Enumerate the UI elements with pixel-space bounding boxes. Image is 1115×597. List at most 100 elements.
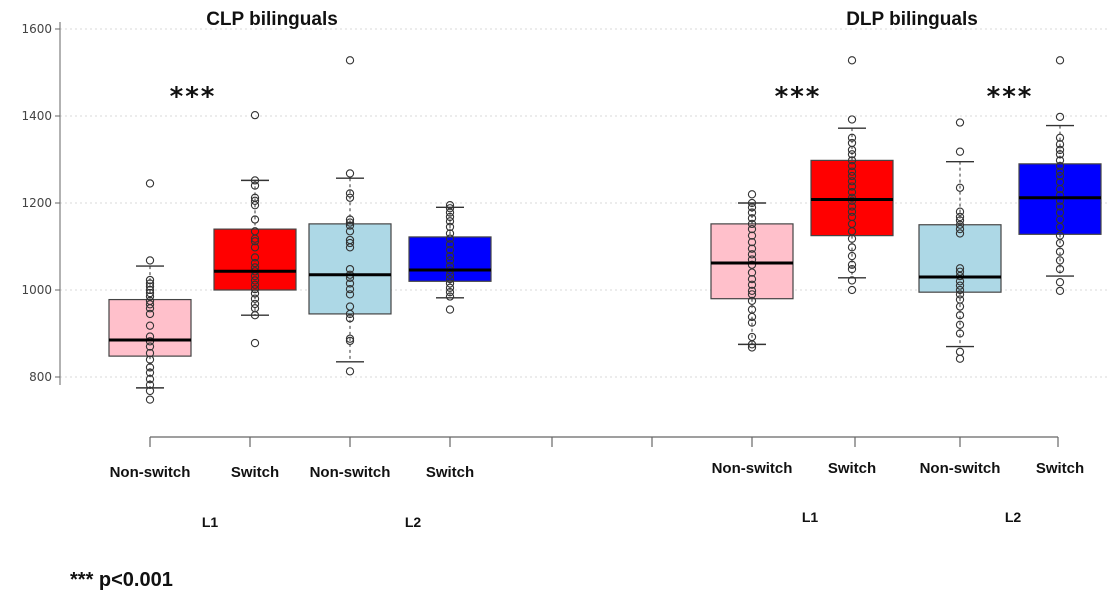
data-point xyxy=(955,118,965,127)
data-point xyxy=(145,368,155,377)
data-point xyxy=(847,276,857,285)
data-point xyxy=(847,260,857,269)
data-point xyxy=(955,212,965,222)
data-point xyxy=(145,285,155,295)
data-point xyxy=(1055,286,1065,296)
category-label: Non-switch xyxy=(920,460,1001,477)
data-point xyxy=(345,169,355,178)
data-point xyxy=(955,320,965,329)
data-point xyxy=(747,280,757,289)
significance-marker: *** xyxy=(170,82,217,112)
data-point xyxy=(955,311,965,320)
data-point xyxy=(145,288,155,298)
data-point xyxy=(955,183,965,192)
data-point xyxy=(847,285,857,295)
data-point xyxy=(747,286,757,296)
data-point xyxy=(250,196,260,205)
data-point xyxy=(345,193,355,202)
data-point xyxy=(747,198,757,208)
data-point xyxy=(345,314,355,323)
data-point xyxy=(145,321,155,330)
data-point xyxy=(955,216,965,225)
category-label: Switch xyxy=(426,464,474,481)
x-axis xyxy=(149,436,1059,447)
group-label: L2 xyxy=(1005,509,1022,525)
category-label: Switch xyxy=(828,460,876,477)
data-point xyxy=(955,147,965,156)
panel-title-dlp: DLP bilinguals xyxy=(846,9,978,30)
data-point xyxy=(445,305,455,314)
data-point xyxy=(250,294,260,303)
category-label: Non-switch xyxy=(712,460,793,477)
data-point xyxy=(145,275,155,285)
data-point xyxy=(747,296,757,306)
data-point xyxy=(747,268,757,277)
data-point xyxy=(250,237,260,246)
box-iqr xyxy=(308,223,392,315)
data-point xyxy=(250,110,260,120)
data-point xyxy=(1055,264,1065,274)
group-label: L1 xyxy=(202,514,219,530)
data-point xyxy=(145,380,155,389)
data-point xyxy=(250,215,260,224)
data-point xyxy=(250,280,260,289)
data-point xyxy=(145,309,155,319)
data-point xyxy=(747,274,757,284)
data-point xyxy=(847,133,857,142)
data-point xyxy=(847,138,857,148)
data-point xyxy=(145,256,155,265)
data-point xyxy=(345,189,355,198)
data-point xyxy=(847,212,857,222)
data-point xyxy=(747,343,757,352)
data-point xyxy=(847,187,857,197)
data-point xyxy=(955,354,965,363)
data-point xyxy=(445,292,455,301)
data-point xyxy=(955,285,965,295)
data-point xyxy=(847,207,857,216)
data-point xyxy=(847,202,857,211)
data-point xyxy=(747,305,757,314)
significance-marker: *** xyxy=(987,82,1034,112)
data-point xyxy=(345,367,355,376)
data-point xyxy=(1055,171,1065,181)
data-point xyxy=(955,295,965,304)
data-point xyxy=(145,292,155,301)
data-point xyxy=(445,229,455,238)
box-iqr xyxy=(810,159,894,237)
data-point xyxy=(955,229,965,238)
data-point xyxy=(955,264,965,273)
data-point xyxy=(955,347,965,356)
data-point xyxy=(747,224,757,234)
data-point xyxy=(747,244,757,253)
data-point xyxy=(1055,133,1065,142)
data-point xyxy=(1055,177,1065,187)
data-point xyxy=(747,250,757,259)
data-point xyxy=(847,161,857,171)
data-point xyxy=(747,318,757,327)
data-point xyxy=(445,245,455,255)
y-tick-label: 1400 xyxy=(21,109,52,123)
data-point xyxy=(345,336,355,346)
data-point xyxy=(1055,256,1065,265)
data-point xyxy=(445,256,455,265)
data-point xyxy=(445,279,455,288)
data-point xyxy=(345,235,355,245)
data-point xyxy=(747,332,757,342)
y-tick-label: 1600 xyxy=(21,22,52,36)
data-point xyxy=(1055,231,1065,240)
data-point xyxy=(1055,202,1065,211)
significance-footnote: *** p<0.001 xyxy=(70,569,173,591)
data-point xyxy=(145,296,155,306)
group-label: L2 xyxy=(405,514,422,530)
data-point xyxy=(345,227,355,236)
data-point xyxy=(250,304,260,313)
data-point xyxy=(747,214,757,223)
data-point xyxy=(747,237,757,247)
data-point xyxy=(747,208,757,217)
data-point xyxy=(847,177,857,186)
data-point xyxy=(955,220,965,229)
data-point xyxy=(250,276,260,285)
data-point xyxy=(847,150,857,159)
panel-title-clp: CLP bilinguals xyxy=(206,9,338,30)
